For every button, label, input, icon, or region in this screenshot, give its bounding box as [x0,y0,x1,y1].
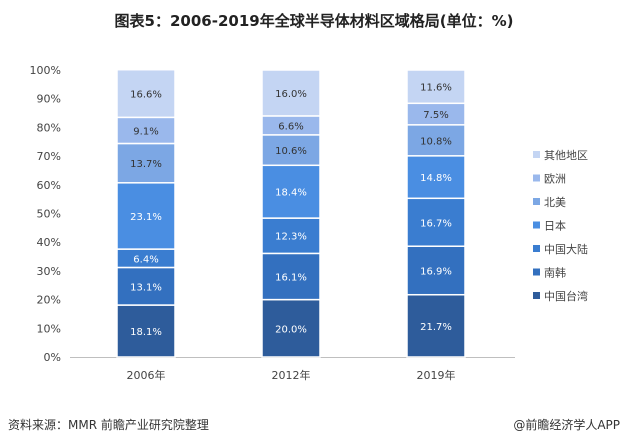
bar-segment [261,164,321,219]
y-tick-label: 50% [37,208,61,221]
y-tick-label: 10% [37,322,61,335]
bar-segment [116,116,176,145]
bar-segment [261,69,321,117]
data-label: 11.6% [420,83,452,94]
data-label: 16.1% [275,272,307,283]
legend-label: 欧洲 [544,173,566,186]
bar-segment [406,69,466,105]
data-label: 18.1% [130,327,162,338]
data-label: 13.1% [130,282,162,293]
bar-segment [406,245,466,296]
bar-segment [261,134,321,167]
legend-label: 其他地区 [544,149,588,162]
legend-label: 北美 [544,196,566,209]
y-tick-label: 60% [37,179,61,192]
data-label: 6.4% [133,254,158,265]
y-tick-label: 100% [30,64,61,77]
data-label: 16.0% [275,89,307,100]
legend-swatch [533,268,540,276]
brand-credit: @前瞻经济学人APP [513,418,620,432]
data-label: 12.3% [275,232,307,243]
x-tick-label: 2006年 [127,368,166,382]
y-tick-label: 70% [37,150,61,163]
data-label: 7.5% [423,110,448,121]
data-label: 20.0% [275,324,307,335]
legend-swatch [533,151,540,158]
legend-label: 中国台湾 [544,289,588,303]
data-label: 10.6% [275,146,307,157]
legend-swatch [533,221,540,229]
bar-segment [116,68,176,119]
legend-swatch [533,292,540,299]
source-note: 资料来源：MMR 前瞻产业研究院整理 [8,418,209,432]
bar-segment [116,304,176,358]
bar-segment [261,298,321,358]
y-tick-label: 20% [37,294,61,307]
legend-swatch [533,174,540,182]
data-label: 14.8% [420,173,452,184]
data-label: 21.7% [420,322,452,333]
data-label: 16.9% [420,266,452,277]
legend-label: 南韩 [544,266,566,280]
legend-label: 中国大陆 [544,242,588,256]
bar-segment [406,293,466,358]
footer: 资料来源：MMR 前瞻产业研究院整理 @前瞻经济学人APP [8,416,620,432]
bar-segment [116,142,176,184]
data-label: 9.1% [133,126,158,137]
y-tick-label: 40% [37,236,61,249]
chart-title: 图表5：2006-2019年全球半导体材料区域格局(单位：%) [114,12,514,30]
bar-segment [261,252,321,301]
y-tick-label: 0% [44,351,61,364]
y-tick-label: 80% [37,121,61,134]
bar-segment [116,266,176,306]
legend-swatch [533,198,540,205]
y-tick-label: 90% [37,93,61,106]
data-label: 16.6% [130,90,162,101]
y-tick-label: 30% [37,265,61,278]
data-label: 13.7% [130,159,162,170]
legend-swatch [533,245,540,252]
data-label: 6.6% [278,121,303,132]
x-tick-label: 2012年 [272,368,311,382]
data-label: 10.8% [420,136,452,147]
data-label: 16.7% [420,218,452,229]
bar-segment [406,124,466,157]
data-label: 23.1% [130,212,162,223]
legend-label: 日本 [544,219,566,233]
bar-segment [406,197,466,247]
bar-segment [261,217,321,255]
data-label: 18.4% [275,188,307,199]
x-tick-label: 2019年 [417,368,456,382]
bar-segment [406,155,466,200]
